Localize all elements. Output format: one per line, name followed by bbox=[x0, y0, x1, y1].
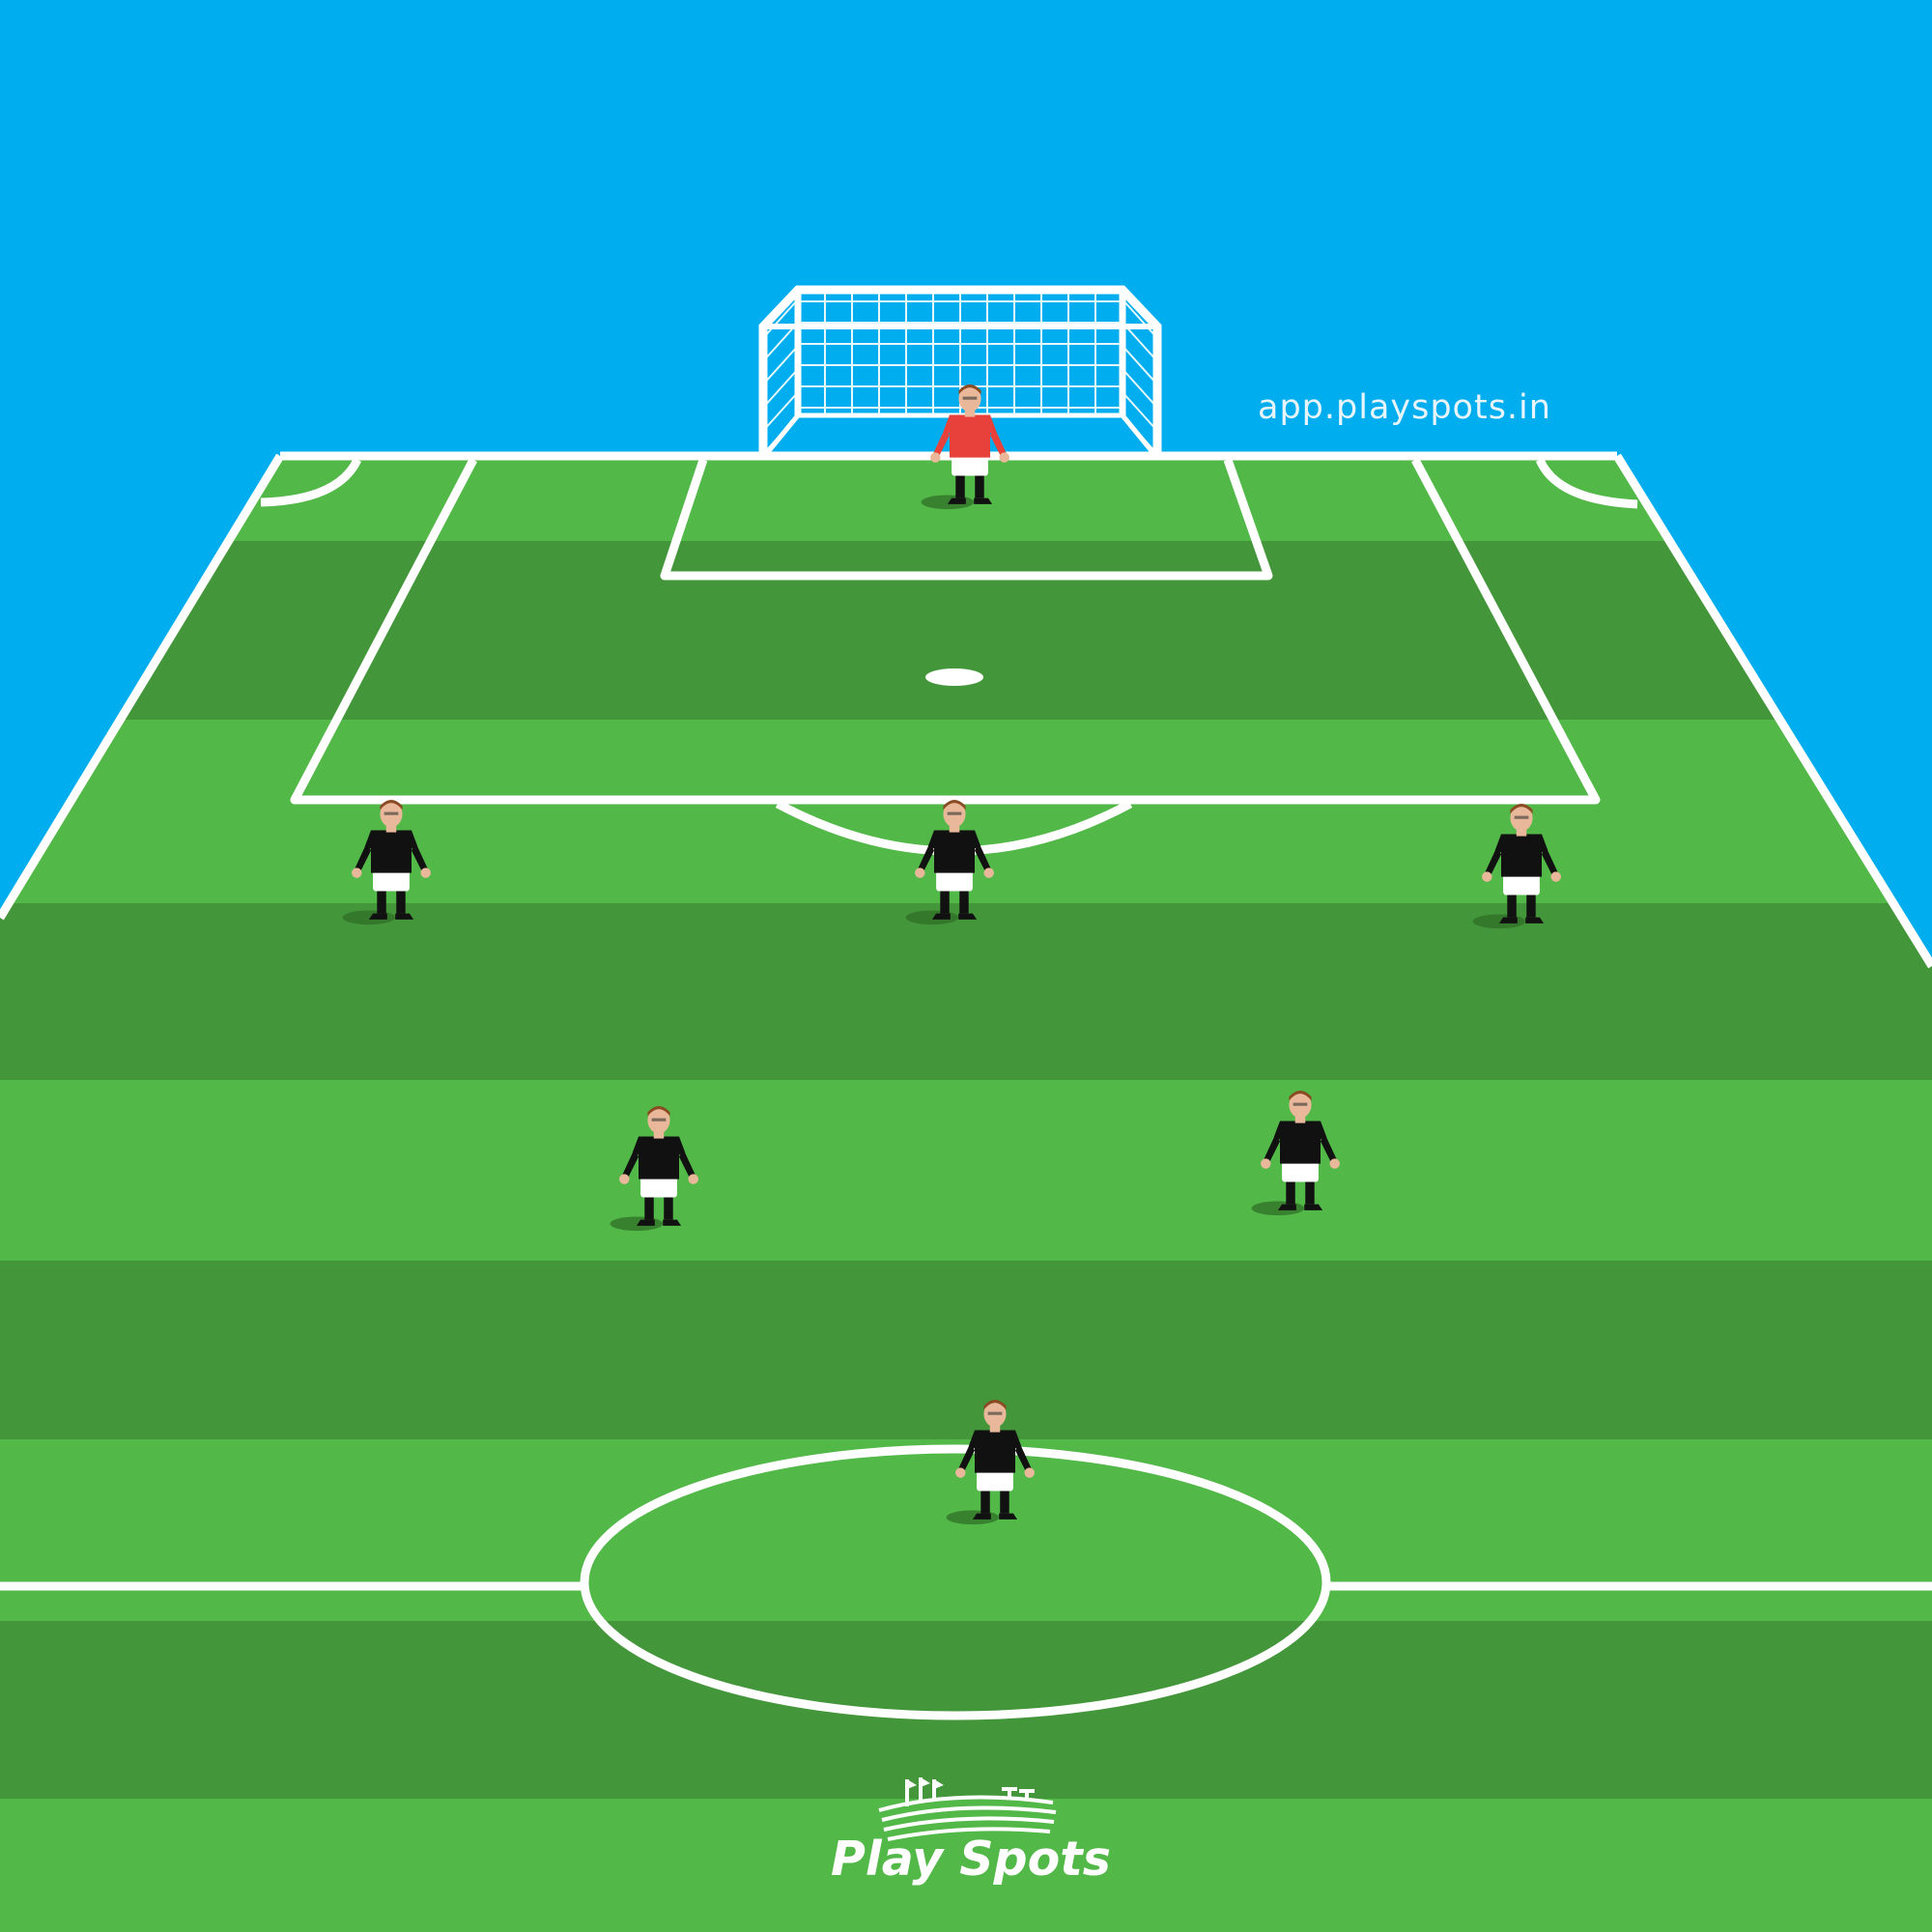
brand-logo: Play Spots bbox=[831, 1766, 1101, 1891]
watermark-url: app.playspots.in bbox=[1258, 388, 1551, 427]
grass-stripe bbox=[0, 903, 1932, 1080]
penalty-spot bbox=[925, 668, 983, 686]
grass-stripe bbox=[0, 541, 1932, 720]
brand-name: Play Spots bbox=[831, 1832, 1101, 1887]
grass-stripe bbox=[0, 1080, 1932, 1261]
grass-stripe bbox=[0, 1261, 1932, 1439]
